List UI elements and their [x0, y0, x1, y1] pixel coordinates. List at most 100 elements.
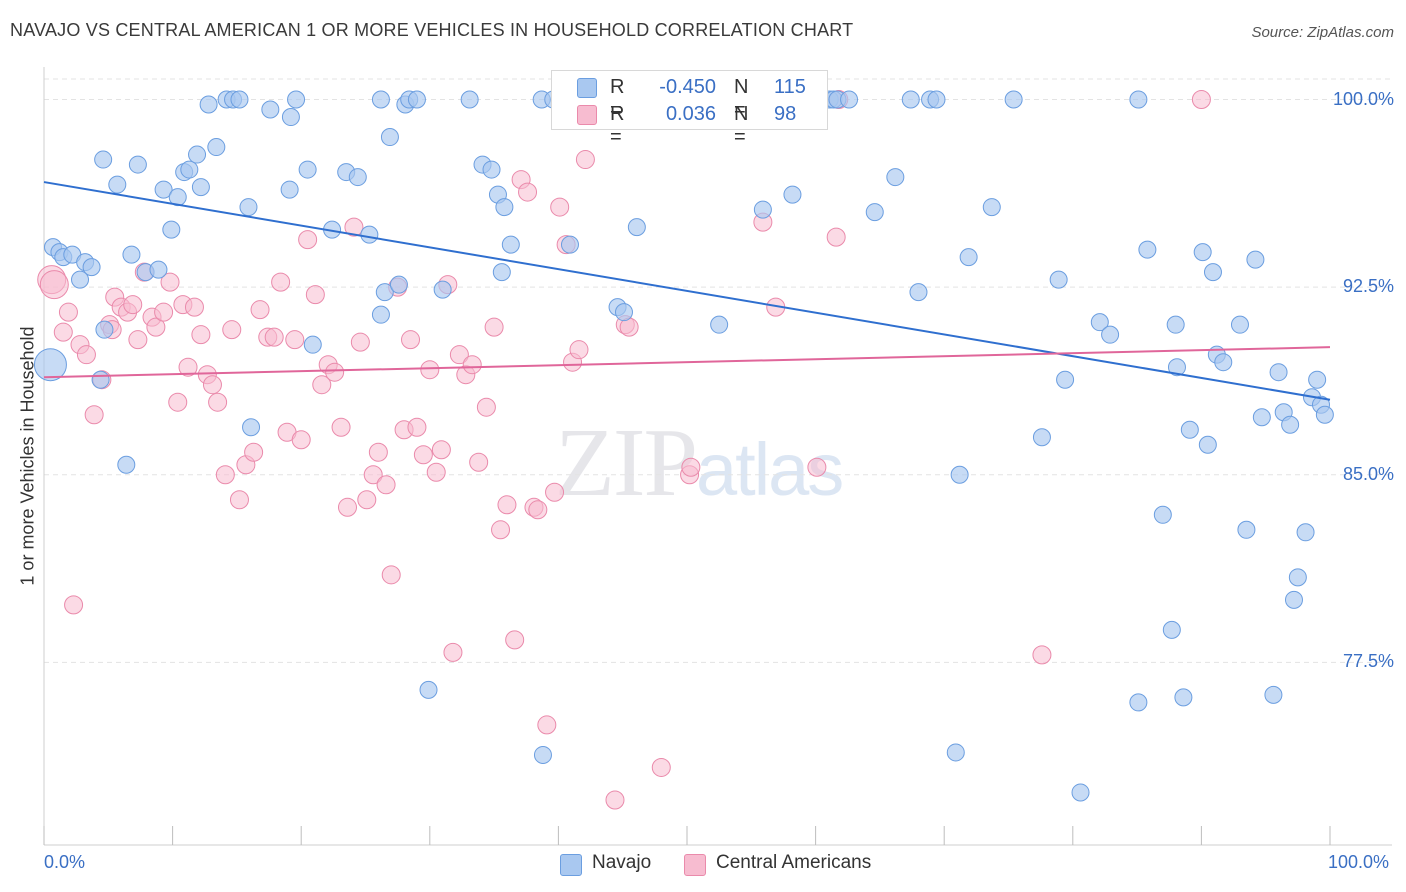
- navajo-point: [360, 225, 379, 244]
- navajo-point: [982, 198, 1001, 217]
- navajo-point: [482, 160, 501, 179]
- navajo-point: [1153, 505, 1172, 524]
- central-americans-point: [146, 317, 166, 337]
- central-americans-point: [426, 462, 446, 482]
- navajo-point: [1090, 313, 1109, 332]
- navajo-point: [375, 283, 394, 302]
- navajo-point: [959, 248, 978, 267]
- grid-layer: [44, 78, 1392, 663]
- central-americans-point: [497, 495, 517, 515]
- central-americans-point: [191, 325, 211, 345]
- central-americans-point: [178, 357, 198, 377]
- navajo-point: [783, 185, 802, 204]
- navajo-point: [1230, 315, 1249, 334]
- central-americans-point: [229, 490, 249, 510]
- central-americans-point: [381, 565, 401, 585]
- navajo-point: [82, 258, 101, 277]
- central-americans-point: [1191, 90, 1211, 110]
- navajo-point: [407, 90, 426, 109]
- y-tick-label: 77.5%: [1342, 651, 1394, 672]
- navajo-trend-line: [43, 181, 1331, 401]
- central-americans-point: [505, 630, 525, 650]
- navajo-point: [1281, 415, 1300, 434]
- navajo-point: [1166, 315, 1185, 334]
- central-americans-point: [305, 285, 325, 305]
- x-tick-label-max: 100.0%: [1328, 852, 1390, 872]
- navajo-point: [287, 90, 306, 109]
- legend-swatch-central: [577, 105, 597, 125]
- legend-r-label: R =: [610, 103, 625, 148]
- central-americans-point: [312, 375, 332, 395]
- central-americans-point: [413, 445, 433, 465]
- central-americans-point: [123, 295, 143, 315]
- navajo-point: [1237, 520, 1256, 539]
- chart-source: Source: ZipAtlas.com: [1251, 24, 1394, 41]
- central-americans-point: [250, 300, 270, 320]
- central-americans-point: [208, 392, 228, 412]
- central-americans-point: [64, 595, 84, 615]
- central-americans-points: [37, 90, 1211, 810]
- navajo-point: [1284, 590, 1303, 609]
- y-axis-label: 1 or more Vehicles in Household: [17, 326, 38, 586]
- central-americans-point: [651, 757, 671, 777]
- navajo-point: [180, 160, 199, 179]
- navajo-point: [560, 235, 579, 254]
- central-americans-trend-line: [43, 346, 1331, 379]
- navajo-point: [1101, 325, 1120, 344]
- bottom-legend-swatch-navajo: [560, 854, 582, 876]
- central-americans-point: [84, 405, 104, 425]
- central-americans-point: [462, 355, 482, 375]
- y-tick-label: 85.0%: [1342, 463, 1394, 484]
- legend-r-value: 0.036: [665, 103, 716, 125]
- central-americans-point: [401, 330, 421, 350]
- navajo-point: [1308, 370, 1327, 389]
- central-americans-point: [575, 150, 595, 170]
- central-americans-point: [264, 327, 284, 347]
- navajo-point: [389, 275, 408, 294]
- navajo-point: [242, 418, 261, 437]
- central-americans-point: [363, 465, 383, 485]
- navajo-point: [927, 90, 946, 109]
- navajo-point: [239, 198, 258, 217]
- navajo-point: [1288, 568, 1307, 587]
- navajo-points: [33, 90, 1334, 802]
- central-americans-point: [681, 457, 701, 477]
- central-americans-point: [271, 272, 291, 292]
- navajo-point: [380, 128, 399, 147]
- central-americans-point: [298, 230, 318, 250]
- central-americans-point: [537, 715, 557, 735]
- navajo-point: [1129, 90, 1148, 109]
- navajo-point: [492, 263, 511, 282]
- navajo-point: [1032, 428, 1051, 447]
- legend-r-value: -0.450: [659, 76, 716, 98]
- navajo-point: [280, 180, 299, 199]
- navajo-point: [1269, 363, 1288, 382]
- legend-n-label: N =: [734, 76, 749, 121]
- navajo-point: [627, 218, 646, 237]
- central-americans-point: [518, 182, 538, 202]
- navajo-point: [1180, 420, 1199, 439]
- navajo-point: [207, 138, 226, 157]
- navajo-point: [1246, 250, 1265, 269]
- y-tick-label: 100.0%: [1332, 88, 1394, 109]
- central-americans-point: [469, 452, 489, 472]
- watermark-zip: ZIP: [555, 409, 698, 517]
- navajo-point: [1049, 270, 1068, 289]
- central-americans-point: [605, 790, 625, 810]
- bottom-legend-label-central: Central Americans: [716, 852, 872, 873]
- navajo-point: [188, 145, 207, 164]
- navajo-point: [371, 305, 390, 324]
- navajo-point: [1296, 523, 1315, 542]
- central-americans-point: [285, 330, 305, 350]
- legend-n-value: 98: [774, 103, 797, 125]
- navajo-point: [162, 220, 181, 239]
- navajo-point: [501, 235, 520, 254]
- navajo-point: [1264, 685, 1283, 704]
- central-americans-point: [244, 442, 264, 462]
- central-americans-point: [407, 417, 427, 437]
- navajo-point: [1167, 358, 1186, 377]
- navajo-point: [149, 260, 168, 279]
- central-americans-point: [368, 442, 388, 462]
- legend-n-value: 115: [774, 76, 806, 98]
- navajo-point: [1315, 405, 1334, 424]
